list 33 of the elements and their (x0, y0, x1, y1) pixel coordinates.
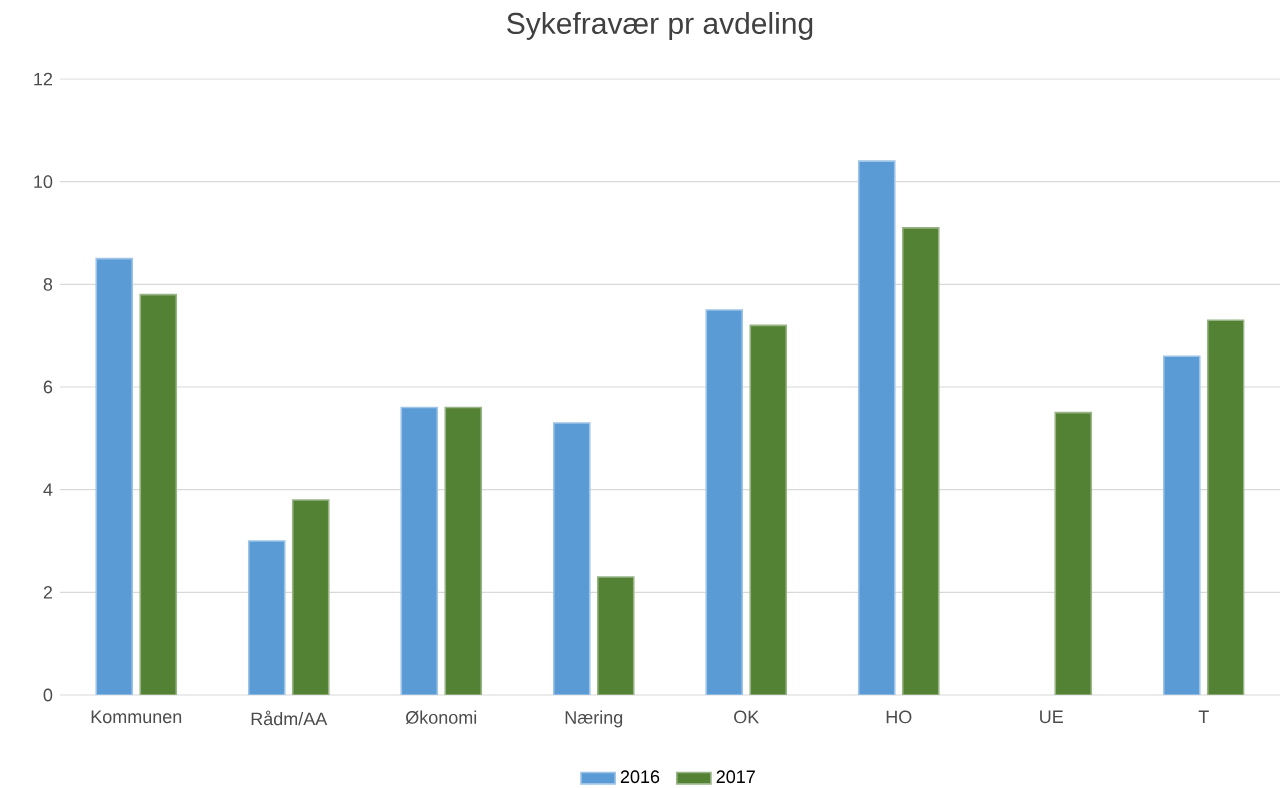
bar (139, 293, 178, 695)
x-tick-label: Økonomi (405, 710, 477, 725)
y-tick-label: 2 (43, 586, 53, 599)
bar (1054, 411, 1093, 695)
bar (705, 309, 744, 695)
y-tick-label: 12 (34, 72, 53, 86)
x-tick-label: Kommunen (91, 710, 182, 724)
chart-title: Sykefravær pr avdeling (507, 12, 813, 40)
bar (95, 257, 134, 695)
bar (552, 422, 591, 695)
y-tick-label: 10 (34, 175, 53, 189)
x-tick-label: OK (734, 710, 760, 724)
legend-label: 2017 (716, 770, 755, 784)
bar (749, 324, 788, 695)
y-tick-label: 4 (43, 483, 53, 496)
x-tick-label: HO (886, 710, 912, 724)
bar (901, 227, 940, 695)
bar (1162, 355, 1201, 695)
x-tick-label: T (1198, 710, 1209, 723)
bar (247, 540, 286, 695)
y-tick-label: 8 (43, 277, 53, 291)
x-tick-label: UE (1040, 710, 1063, 724)
bar (444, 406, 483, 695)
legend-label: 2016 (620, 770, 660, 784)
y-tick-label: 6 (43, 380, 53, 394)
bar (1206, 319, 1245, 695)
y-tick-label: 0 (43, 688, 53, 702)
x-tick-label: Rådm/AA (251, 710, 328, 726)
bar (596, 576, 635, 695)
bar (291, 499, 330, 695)
x-tick-label: Næring (565, 710, 623, 728)
bar (857, 160, 896, 695)
bar (400, 406, 439, 695)
